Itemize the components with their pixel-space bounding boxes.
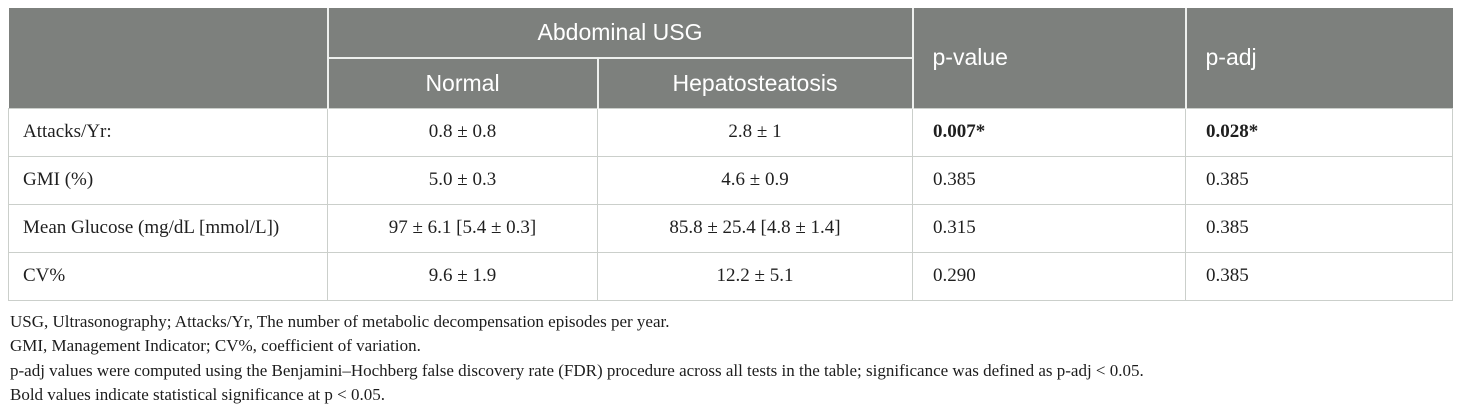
column-header-hepatosteatosis: Hepatosteatosis (596, 58, 913, 108)
table-body: Attacks/Yr: 0.8 ± 0.8 2.8 ± 1 0.007* 0.0… (8, 107, 1454, 301)
cell-attacks-normal: 0.8 ± 0.8 (327, 107, 598, 157)
footnote-p-adj-method: p-adj values were computed using the Ben… (10, 360, 1144, 380)
column-header-p-value: p-value (911, 8, 1186, 108)
table-footnotes: USG, Ultrasonography; Attacks/Yr, The nu… (8, 310, 1452, 408)
cell-mean-glucose-p-adj: 0.385 (1185, 203, 1454, 253)
cell-gmi-hepatosteatosis: 4.6 ± 0.9 (596, 155, 914, 205)
cell-cv-p-adj: 0.385 (1185, 251, 1454, 301)
cell-attacks-p-value: 0.007* (912, 107, 1187, 157)
cell-gmi-normal: 5.0 ± 0.3 (327, 155, 598, 205)
row-label-mean-glucose: Mean Glucose (mg/dL [mmol/L]) (8, 203, 328, 253)
table-row-attacks: Attacks/Yr: 0.8 ± 0.8 2.8 ± 1 0.007* 0.0… (8, 107, 1454, 157)
table-row-mean-glucose: Mean Glucose (mg/dL [mmol/L]) 97 ± 6.1 [… (8, 203, 1454, 253)
row-label-attacks: Attacks/Yr: (8, 107, 328, 157)
footnote-abbreviations-gmi: GMI, Management Indicator; CV%, coeffici… (10, 336, 421, 355)
cell-attacks-p-adj: 0.028* (1185, 107, 1454, 157)
table-row-gmi: GMI (%) 5.0 ± 0.3 4.6 ± 0.9 0.385 0.385 (8, 155, 1454, 205)
cell-mean-glucose-normal: 97 ± 6.1 [5.4 ± 0.3] (327, 203, 598, 253)
cell-gmi-p-value: 0.385 (912, 155, 1187, 205)
row-label-cv: CV% (8, 251, 328, 301)
cell-attacks-hepatosteatosis: 2.8 ± 1 (596, 107, 914, 157)
corner-header-cell (8, 8, 329, 108)
column-header-p-adj: p-adj (1184, 8, 1453, 108)
cell-mean-glucose-hepatosteatosis: 85.8 ± 25.4 [4.8 ± 1.4] (596, 203, 914, 253)
cell-cv-p-value: 0.290 (912, 251, 1187, 301)
cell-gmi-p-adj: 0.385 (1185, 155, 1454, 205)
cell-mean-glucose-p-value: 0.315 (912, 203, 1187, 253)
table-row-cv: CV% 9.6 ± 1.9 12.2 ± 5.1 0.290 0.385 (8, 251, 1454, 301)
comparison-table: Abdominal USG p-value p-adj Normal Hepat… (8, 8, 1454, 301)
table-header: Abdominal USG p-value p-adj Normal Hepat… (8, 8, 1453, 108)
group-header-abdominal-usg: Abdominal USG (327, 8, 913, 59)
column-header-normal: Normal (327, 58, 598, 108)
cell-cv-normal: 9.6 ± 1.9 (327, 251, 598, 301)
footnote-bold-significance: Bold values indicate statistical signifi… (10, 385, 385, 404)
cell-cv-hepatosteatosis: 12.2 ± 5.1 (596, 251, 914, 301)
footnote-abbreviations-usg: USG, Ultrasonography; Attacks/Yr, The nu… (10, 311, 670, 331)
row-label-gmi: GMI (%) (8, 155, 328, 205)
